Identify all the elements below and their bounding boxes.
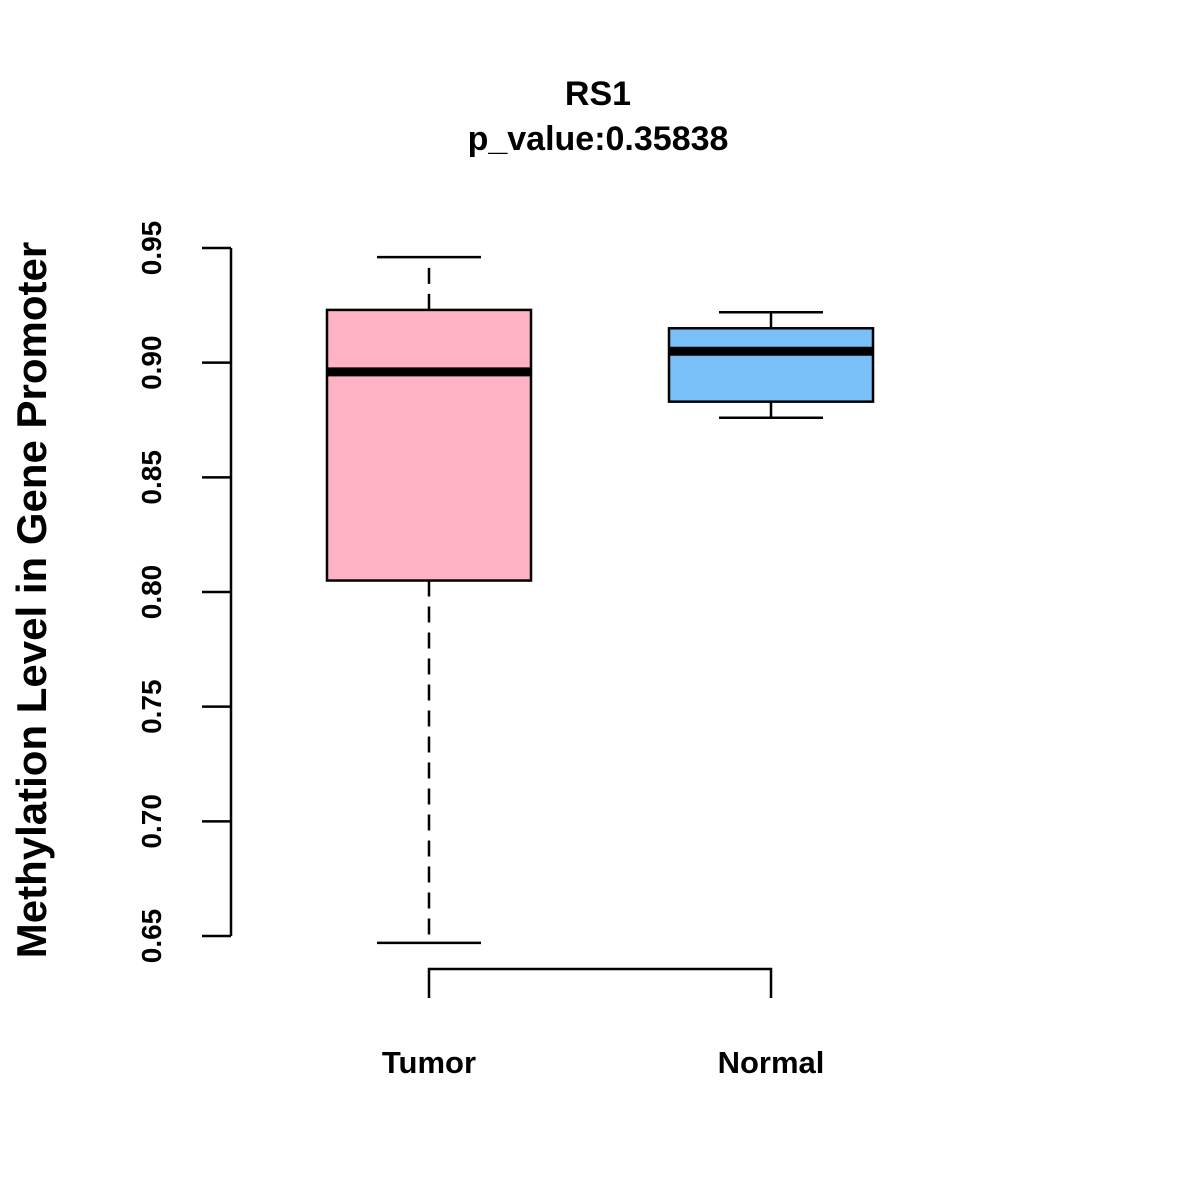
chart-subtitle: p_value:0.35838 xyxy=(468,120,729,158)
y-tick-label: 0.75 xyxy=(136,679,167,734)
box-iqr xyxy=(667,327,875,403)
x-axis-labels: Tumor Normal xyxy=(382,1045,824,1080)
y-tick-label: 0.95 xyxy=(136,221,167,276)
x-tick-label-tumor: Tumor xyxy=(382,1045,476,1080)
y-tick-label: 0.70 xyxy=(136,794,167,849)
box-tumor xyxy=(325,255,533,945)
y-axis: 0.65 0.70 0.75 0.80 0.85 0.90 0.95 xyxy=(136,221,233,964)
y-axis-label: Methylation Level in Gene Promoter xyxy=(8,242,55,958)
category-bracket xyxy=(427,967,773,998)
y-tick-label: 0.80 xyxy=(136,565,167,620)
chart-title: RS1 xyxy=(565,75,631,113)
y-tick-label: 0.90 xyxy=(136,335,167,390)
box-iqr xyxy=(325,308,533,582)
x-tick-label-normal: Normal xyxy=(718,1045,825,1080)
boxes-group xyxy=(325,255,875,945)
y-tick-label: 0.65 xyxy=(136,909,167,964)
y-tick-label: 0.85 xyxy=(136,450,167,505)
box-normal xyxy=(667,310,875,419)
x-axis-bracket xyxy=(427,967,773,998)
